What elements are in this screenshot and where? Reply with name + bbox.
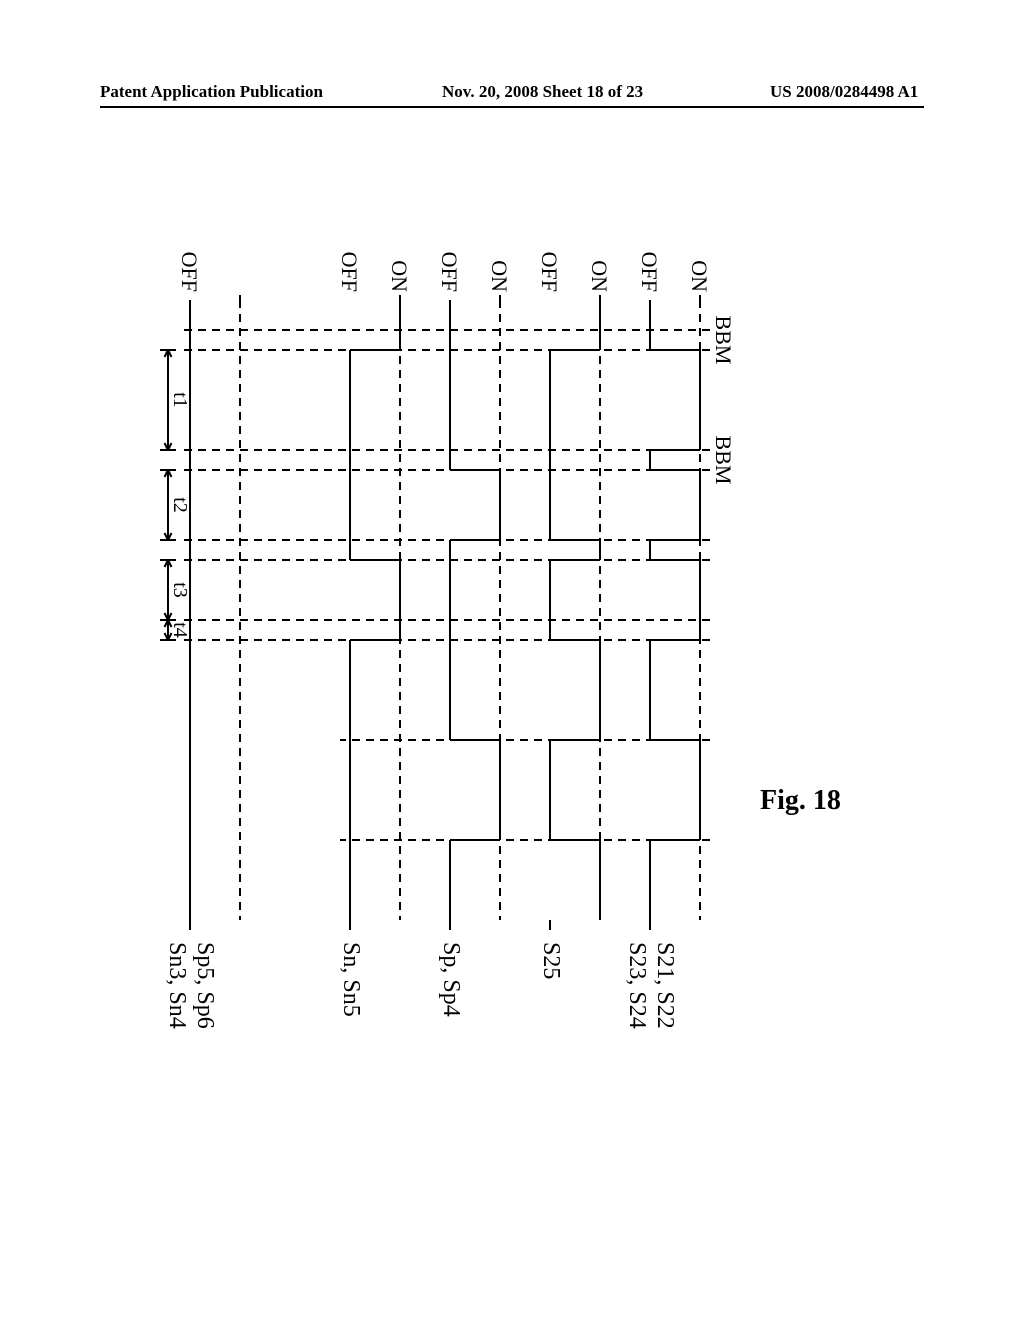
svg-text:t3: t3 (169, 582, 191, 598)
header-mid: Nov. 20, 2008 Sheet 18 of 23 (442, 82, 643, 102)
svg-text:Sn, Sn5: Sn, Sn5 (338, 942, 364, 1017)
svg-text:OFF: OFF (177, 252, 202, 292)
svg-text:OFF: OFF (537, 252, 562, 292)
svg-text:Sp, Sp4: Sp, Sp4 (438, 942, 464, 1017)
svg-text:BBM: BBM (711, 436, 736, 485)
svg-text:S23, S24: S23, S24 (624, 942, 650, 1029)
svg-text:S25: S25 (538, 942, 564, 979)
svg-text:S21, S22: S21, S22 (652, 942, 678, 1029)
svg-text:t1: t1 (169, 392, 191, 408)
svg-text:OFF: OFF (337, 252, 362, 292)
header-left: Patent Application Publication (100, 82, 323, 102)
svg-text:t2: t2 (169, 497, 191, 513)
svg-text:ON: ON (487, 260, 512, 292)
svg-text:Sp5, Sp6: Sp5, Sp6 (192, 942, 218, 1029)
header-right: US 2008/0284498 A1 (770, 82, 918, 102)
svg-text:OFF: OFF (637, 252, 662, 292)
svg-text:OFF: OFF (437, 252, 462, 292)
svg-text:Sn3, Sn4: Sn3, Sn4 (164, 942, 190, 1029)
figure-caption: Fig. 18 (760, 785, 841, 817)
svg-text:ON: ON (587, 260, 612, 292)
svg-text:ON: ON (387, 260, 412, 292)
svg-text:BBM: BBM (711, 316, 736, 365)
header-rule (100, 106, 924, 108)
svg-text:t4: t4 (169, 622, 191, 638)
svg-text:ON: ON (687, 260, 712, 292)
